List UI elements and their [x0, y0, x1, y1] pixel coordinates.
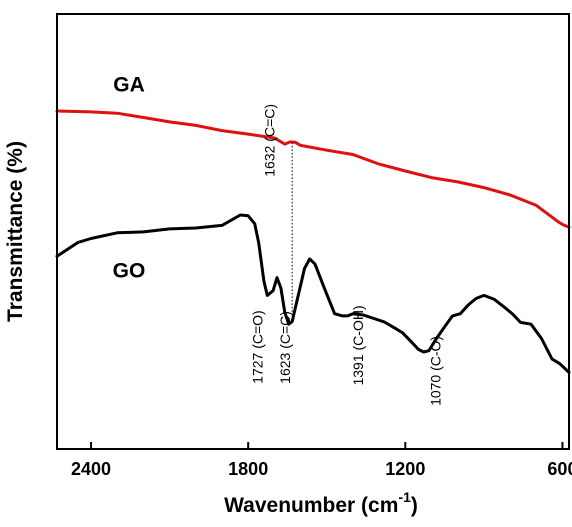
- x-tick-label: 1200: [385, 459, 425, 479]
- x-tick-label: 1800: [228, 459, 268, 479]
- x-axis-label-close: ): [411, 494, 418, 517]
- peak-annotation: 1070 (C-O): [428, 336, 444, 406]
- peak-annotation: 1632 (C=C): [261, 104, 277, 177]
- annotation-layer: GA GO 1632 (C=C) 1727 (C=O) 1623 (C=C) 1391 (…: [113, 73, 444, 405]
- x-tick-label: 2400: [71, 459, 111, 479]
- series-label-go: GO: [113, 260, 146, 283]
- series-label-ga: GA: [113, 73, 145, 96]
- x-axis-label: Wavenumber (cm-1): [224, 489, 418, 517]
- y-axis-label: Transmittance (%): [4, 141, 27, 322]
- axis-layer: 2400 1800 1200 600: [71, 442, 572, 479]
- x-tick-label: 600: [547, 459, 572, 479]
- x-axis-label-main: Wavenumber (cm: [224, 494, 398, 517]
- x-axis-label-superscript: -1: [398, 489, 411, 505]
- peak-annotation: 1391 (C-OH): [350, 305, 366, 385]
- series-line-go: [55, 213, 571, 374]
- peak-annotation: 1623 (C=C): [277, 311, 293, 384]
- plot-frame: [56, 13, 570, 450]
- series-layer: [55, 109, 571, 374]
- peak-annotation: 1727 (C=O): [250, 310, 266, 384]
- series-line-ga: [55, 109, 571, 229]
